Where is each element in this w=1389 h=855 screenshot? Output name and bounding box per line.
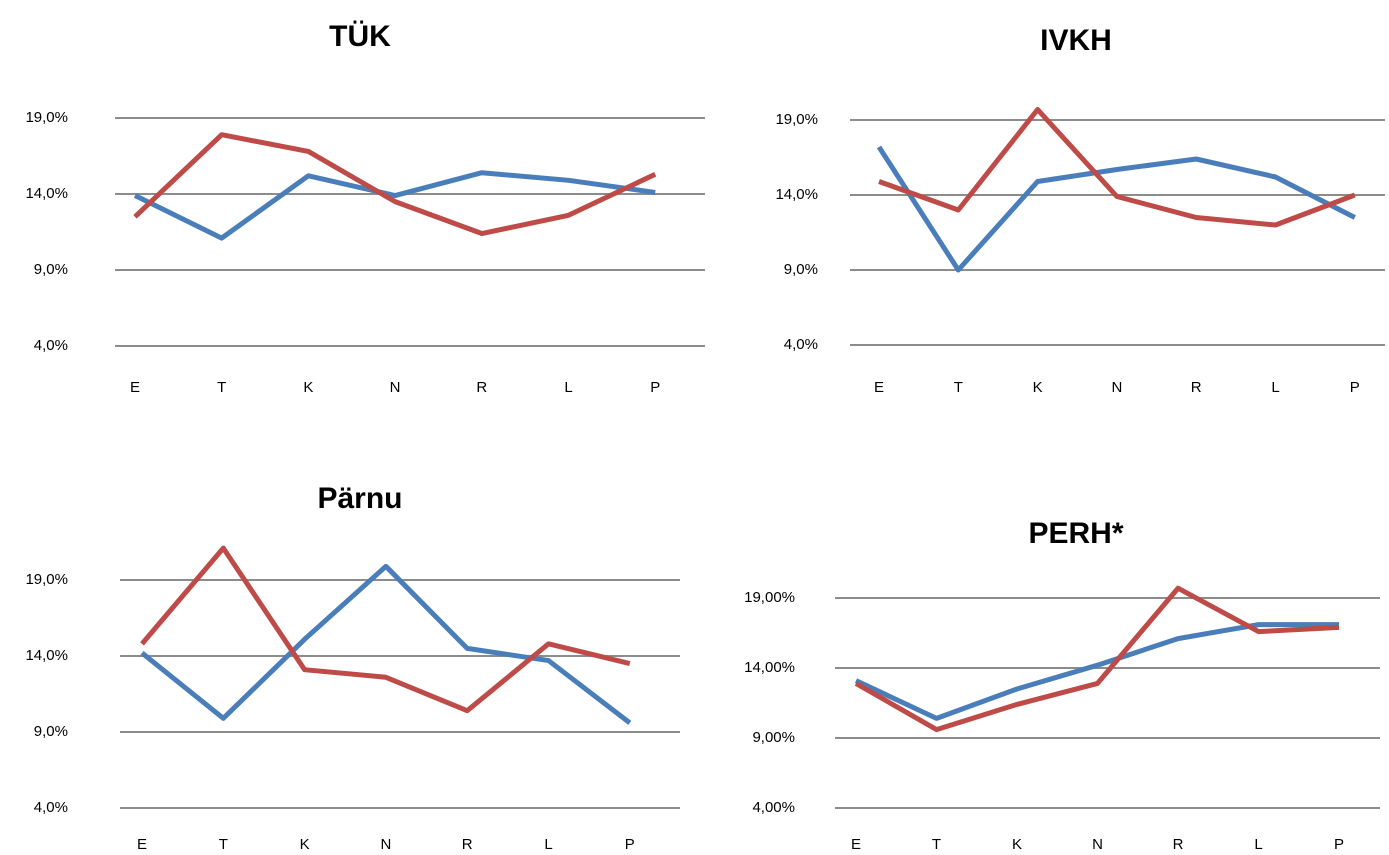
chart-title: Pärnu xyxy=(317,482,402,515)
x-tick-label: T xyxy=(932,836,941,853)
x-tick-label: E xyxy=(874,379,884,396)
y-tick-label: 9,0% xyxy=(784,261,818,278)
x-tick-label: L xyxy=(1271,379,1279,396)
y-tick-label: 14,0% xyxy=(25,647,68,664)
chart-title: PERH* xyxy=(1028,517,1123,550)
x-tick-label: P xyxy=(650,379,660,396)
x-tick-label: K xyxy=(303,379,313,396)
y-tick-label: 14,0% xyxy=(775,186,818,203)
line-series xyxy=(878,107,1356,228)
line-series xyxy=(133,132,657,237)
y-tick-label: 19,0% xyxy=(25,571,68,588)
y-tick-label: 4,0% xyxy=(784,336,818,353)
y-tick-label: 9,00% xyxy=(752,729,795,746)
x-tick-label: P xyxy=(1350,379,1360,396)
x-tick-label: L xyxy=(564,379,572,396)
x-tick-label: P xyxy=(1334,836,1344,853)
line-series xyxy=(876,145,1356,273)
line-series xyxy=(140,563,632,725)
line-series xyxy=(854,622,1339,721)
x-tick-label: N xyxy=(380,836,391,853)
x-tick-label: T xyxy=(219,836,228,853)
chart-title: TÜK xyxy=(329,20,391,53)
y-tick-label: 19,0% xyxy=(25,109,68,126)
y-tick-label: 14,0% xyxy=(25,185,68,202)
y-tick-label: 19,00% xyxy=(744,589,795,606)
y-tick-label: 9,0% xyxy=(34,723,68,740)
x-tick-label: T xyxy=(954,379,963,396)
y-tick-label: 4,00% xyxy=(752,799,795,816)
x-tick-label: R xyxy=(476,379,487,396)
x-tick-label: P xyxy=(625,836,635,853)
x-tick-label: K xyxy=(300,836,310,853)
x-tick-label: R xyxy=(1173,836,1184,853)
x-tick-label: K xyxy=(1012,836,1022,853)
y-tick-label: 9,0% xyxy=(34,261,68,278)
x-tick-label: R xyxy=(462,836,473,853)
x-tick-label: N xyxy=(390,379,401,396)
line-series xyxy=(854,585,1340,733)
x-tick-label: T xyxy=(217,379,226,396)
x-tick-label: L xyxy=(544,836,552,853)
x-tick-label: R xyxy=(1191,379,1202,396)
x-tick-label: L xyxy=(1254,836,1262,853)
line-series xyxy=(133,170,656,241)
x-tick-label: N xyxy=(1092,836,1103,853)
y-tick-label: 19,0% xyxy=(775,111,818,128)
y-tick-label: 14,00% xyxy=(744,659,795,676)
x-tick-label: E xyxy=(130,379,140,396)
line-series xyxy=(140,545,631,714)
x-tick-label: E xyxy=(851,836,861,853)
x-tick-label: N xyxy=(1111,379,1122,396)
x-tick-label: K xyxy=(1033,379,1043,396)
chart-title: IVKH xyxy=(1040,24,1112,57)
y-tick-label: 4,0% xyxy=(34,799,68,816)
y-tick-label: 4,0% xyxy=(34,337,68,354)
x-tick-label: E xyxy=(137,836,147,853)
